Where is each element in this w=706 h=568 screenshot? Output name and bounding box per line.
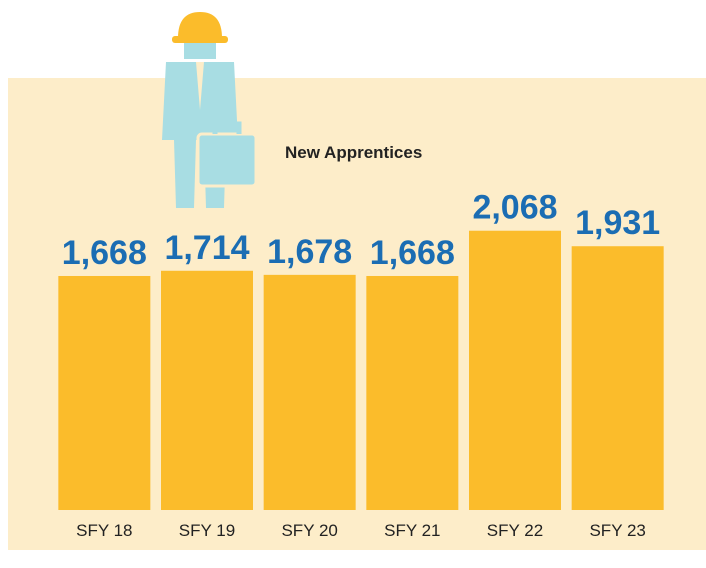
x-tick-label: SFY 18 <box>76 521 132 540</box>
bar <box>469 230 561 510</box>
value-label: 2,068 <box>472 189 557 227</box>
bar <box>263 274 356 510</box>
value-label: 1,678 <box>267 233 352 271</box>
x-tick-label: SFY 22 <box>487 521 543 540</box>
bar <box>571 246 664 510</box>
value-label: 1,668 <box>62 234 147 272</box>
chart-title: New Apprentices <box>285 143 422 162</box>
x-tick-label: SFY 23 <box>589 521 645 540</box>
x-tick-label: SFY 19 <box>179 521 235 540</box>
x-tick-label: SFY 21 <box>384 521 440 540</box>
bar <box>58 275 151 510</box>
bar <box>366 275 459 510</box>
worker-icon <box>162 12 258 208</box>
x-tick-label: SFY 20 <box>281 521 337 540</box>
bar <box>161 270 253 510</box>
value-label: 1,931 <box>575 204 660 242</box>
value-label: 1,714 <box>164 229 249 267</box>
value-label: 1,668 <box>370 234 455 272</box>
